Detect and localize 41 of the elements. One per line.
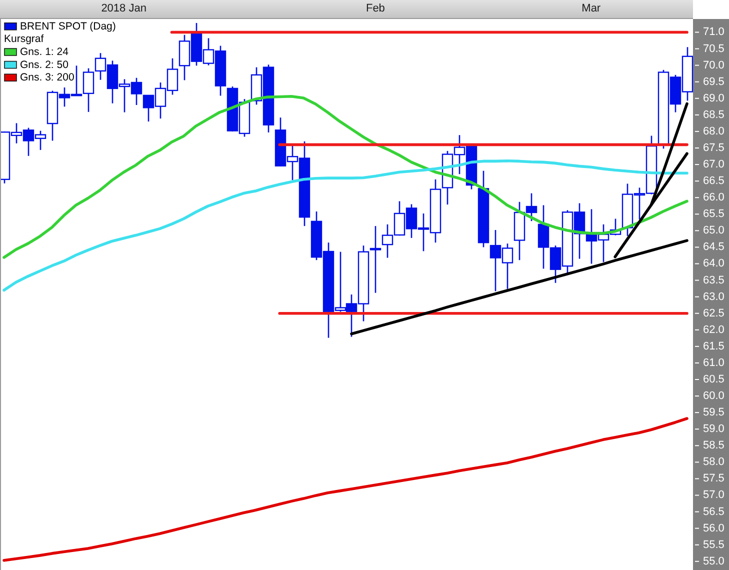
y-tick-label: 60.5 — [703, 373, 724, 386]
y-tick-label: 56.0 — [703, 522, 724, 534]
y-tick-label: 55.5 — [703, 538, 724, 551]
x-tick-label: Mar — [582, 2, 601, 14]
y-tick-label: 71.0 — [703, 26, 724, 38]
y-tick-label: 64.5 — [703, 241, 724, 254]
y-tick-label: 62.0 — [703, 324, 724, 336]
y-tick-label: 67.0 — [703, 158, 724, 171]
y-tick-label: 63.0 — [703, 290, 724, 303]
legend-label: Gns. 1: 24 — [20, 46, 69, 58]
y-tick-label: 68.5 — [703, 108, 724, 121]
legend-label: Gns. 2: 50 — [20, 58, 69, 71]
y-tick-label: 62.5 — [703, 307, 724, 320]
y-tick-label: 69.0 — [703, 92, 724, 104]
y-tick-label: 56.5 — [703, 506, 724, 518]
y-tick-label: 64.0 — [703, 258, 724, 270]
y-tick-label: 68.0 — [703, 125, 724, 138]
y-tick-label: 63.5 — [703, 274, 724, 286]
legend-title: Kursgraf — [4, 33, 44, 46]
y-tick-label: 58.0 — [703, 456, 724, 468]
legend-label: BRENT SPOT (Dag) — [20, 20, 116, 32]
legend-label: Gns. 3: 200 — [20, 72, 74, 84]
y-tick-label: 61.0 — [703, 356, 724, 369]
y-tick-label: 59.5 — [703, 406, 724, 419]
y-tick-label: 55.0 — [703, 555, 724, 568]
y-tick-label: 57.0 — [703, 489, 724, 502]
y-tick-label: 58.5 — [703, 440, 724, 452]
y-tick-label: 66.5 — [703, 175, 724, 188]
x-tick-label: 2018 Jan — [101, 2, 146, 14]
x-tick-label: Feb — [366, 2, 385, 14]
y-tick-label: 70.5 — [703, 42, 724, 55]
y-tick-label: 65.5 — [703, 208, 724, 220]
y-tick-label: 60.0 — [703, 390, 724, 402]
y-tick-label: 69.5 — [703, 76, 724, 88]
y-tick-label: 66.0 — [703, 192, 724, 204]
y-tick-label: 59.0 — [703, 423, 724, 436]
y-tick-label: 70.0 — [703, 59, 724, 72]
y-tick-label: 61.5 — [703, 340, 724, 352]
y-tick-label: 67.5 — [703, 142, 724, 154]
y-tick-label: 65.0 — [703, 224, 724, 237]
y-tick-label: 57.5 — [703, 472, 724, 485]
